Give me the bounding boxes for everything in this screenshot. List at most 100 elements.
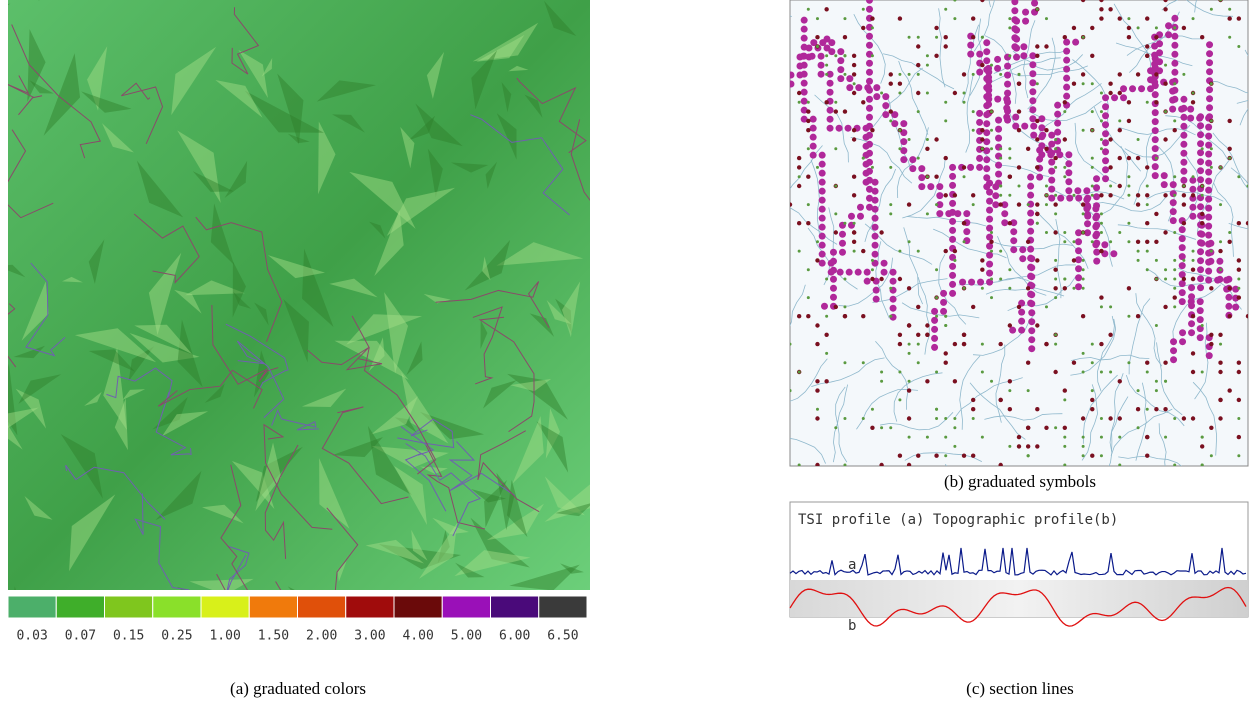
legend-label: 3.00 <box>354 629 385 644</box>
symbol <box>1017 444 1021 448</box>
symbol <box>983 39 990 46</box>
symbol <box>963 240 966 243</box>
symbol <box>1227 314 1231 318</box>
symbol <box>1063 240 1066 243</box>
symbol <box>1201 324 1204 327</box>
symbol <box>1003 105 1010 112</box>
symbol <box>934 54 938 58</box>
symbol <box>1091 166 1094 169</box>
symbol <box>819 197 826 204</box>
symbol <box>1206 352 1213 359</box>
symbol <box>1182 185 1185 188</box>
symbol <box>843 109 847 113</box>
symbol <box>916 91 920 95</box>
symbol <box>837 75 844 82</box>
symbol <box>1082 371 1085 374</box>
symbol <box>1164 380 1167 383</box>
symbol <box>1063 175 1066 178</box>
symbol <box>1247 185 1250 188</box>
symbol <box>999 147 1002 150</box>
symbol <box>944 351 948 355</box>
symbol <box>1182 202 1186 206</box>
symbol <box>1063 84 1070 91</box>
symbol <box>1120 94 1127 101</box>
symbol <box>1209 333 1213 337</box>
symbol <box>1048 186 1055 193</box>
symbol <box>1063 48 1070 55</box>
symbol <box>843 54 846 57</box>
symbol <box>839 249 846 256</box>
symbol <box>1218 361 1222 365</box>
symbol <box>1100 92 1103 95</box>
symbol <box>1179 226 1186 233</box>
symbol <box>843 314 847 318</box>
symbol <box>999 278 1002 281</box>
symbol <box>985 96 992 103</box>
symbol <box>999 157 1002 160</box>
symbol <box>990 110 993 113</box>
symbol <box>1027 219 1034 226</box>
symbol <box>1054 138 1057 141</box>
symbol <box>1210 82 1213 85</box>
symbol <box>1205 277 1212 284</box>
symbol <box>1205 124 1212 131</box>
symbol <box>1003 114 1010 121</box>
symbol <box>1099 16 1103 20</box>
symbol <box>1146 185 1149 188</box>
symbol <box>900 138 907 145</box>
symbol <box>1127 119 1131 123</box>
symbol <box>1209 342 1213 346</box>
symbol <box>1146 268 1149 271</box>
symbol <box>866 186 873 193</box>
legend-swatch <box>346 596 394 618</box>
symbol <box>1008 194 1011 197</box>
symbol <box>866 195 873 202</box>
symbol <box>1205 133 1212 140</box>
symbol <box>1029 70 1036 77</box>
symbol <box>862 8 865 11</box>
symbol <box>1173 268 1176 271</box>
symbol <box>1173 231 1176 234</box>
symbol <box>1179 338 1186 345</box>
symbol <box>1189 186 1196 193</box>
symbol <box>1100 436 1103 439</box>
symbol <box>931 335 938 342</box>
symbol <box>981 287 984 290</box>
symbol <box>917 343 920 346</box>
symbol <box>830 276 837 283</box>
symbol <box>864 269 871 276</box>
symbol <box>1180 150 1187 157</box>
symbol <box>742 297 749 304</box>
symbol <box>1029 106 1036 113</box>
symbol <box>1228 157 1231 160</box>
symbol <box>1091 185 1094 188</box>
symbol <box>843 222 846 225</box>
symbol <box>1093 193 1100 200</box>
symbol <box>990 129 993 132</box>
symbol <box>1017 165 1021 169</box>
symbol <box>1083 187 1090 194</box>
symbol <box>926 212 929 215</box>
symbol <box>1028 318 1035 325</box>
symbol <box>1205 187 1212 194</box>
symbol <box>801 17 808 24</box>
symbol <box>1227 147 1231 151</box>
symbol <box>1102 148 1109 155</box>
symbol <box>1165 31 1172 38</box>
symbol <box>889 203 892 206</box>
symbol <box>917 73 920 76</box>
symbol <box>1173 26 1176 29</box>
symbol <box>1145 221 1149 225</box>
symbol <box>1170 338 1177 345</box>
symbol <box>889 72 893 76</box>
symbol <box>1137 389 1140 392</box>
symbol <box>898 398 901 401</box>
symbol <box>1090 454 1094 458</box>
symbol <box>846 269 853 276</box>
symbol <box>1029 97 1036 104</box>
symbol <box>789 343 792 346</box>
symbol <box>935 371 938 374</box>
symbol <box>760 144 767 151</box>
symbol <box>882 102 889 109</box>
symbol <box>1137 259 1140 262</box>
